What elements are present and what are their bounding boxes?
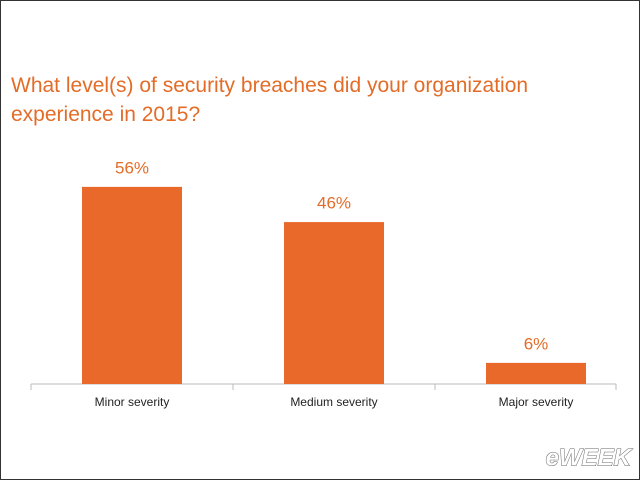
x-tick-label: Minor severity (95, 395, 170, 409)
value-label: 46% (317, 194, 351, 213)
chart-title: What level(s) of security breaches did y… (11, 74, 529, 126)
value-label: 56% (115, 158, 149, 177)
x-tick-label: Medium severity (290, 395, 377, 409)
bar (486, 362, 586, 384)
bar (82, 186, 182, 384)
watermark: eWEEK (546, 444, 633, 471)
value-label: 6% (524, 334, 549, 353)
x-tick-label: Major severity (499, 395, 574, 409)
bar (284, 222, 384, 384)
